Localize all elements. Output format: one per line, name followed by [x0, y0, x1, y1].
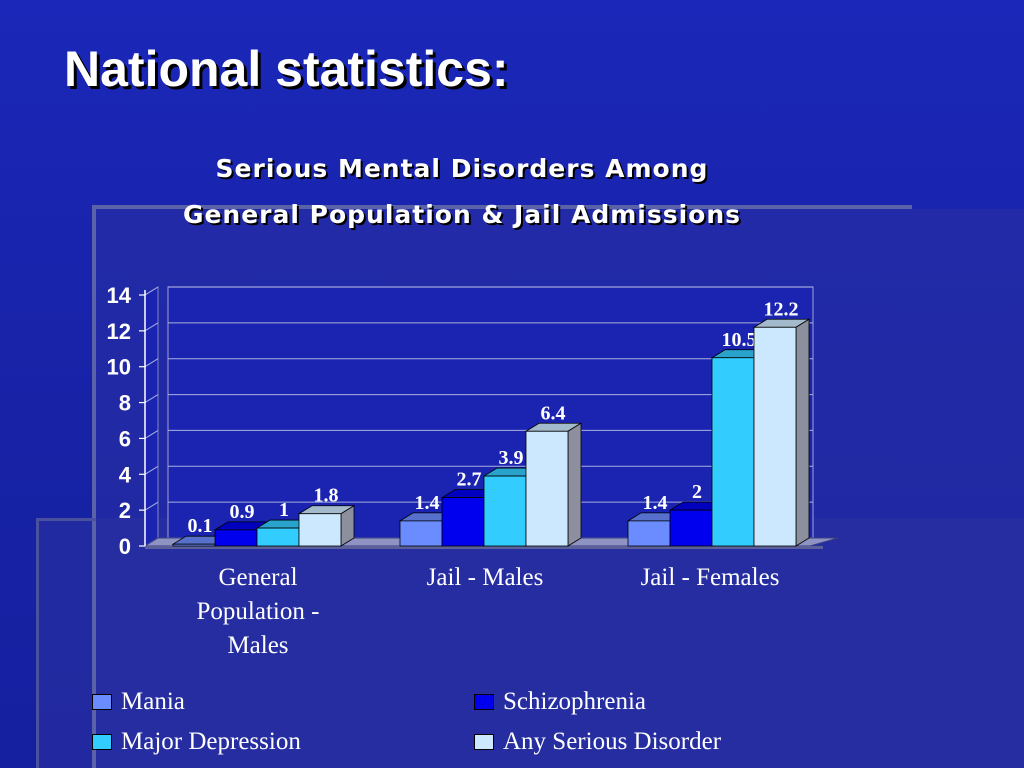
data-label: 0.9 [230, 501, 255, 523]
data-label: 1.8 [314, 485, 339, 507]
bar-major-depression [256, 527, 300, 547]
x-tick-label: Jail - Females [641, 564, 780, 591]
decorative-rule-vertical-lower [36, 518, 39, 768]
data-label: 1.4 [415, 492, 440, 514]
data-label: 3.9 [499, 447, 524, 469]
data-label: 0.1 [188, 515, 213, 537]
y-tick-label: 10 [107, 355, 131, 380]
bar-any-serious-disorder [298, 513, 342, 547]
bar-mania [399, 520, 443, 547]
gridline-side [144, 501, 159, 511]
y-tick-label: 4 [119, 462, 132, 487]
legend-item-major-depression: Major Depression [92, 728, 301, 756]
legend-label-mania: Mania [121, 688, 185, 715]
gridline-side [144, 430, 159, 439]
bar-mania [172, 543, 216, 547]
bar-side-face [567, 422, 582, 547]
x-tick-label: Jail - Males [427, 564, 544, 591]
data-label: 2 [692, 481, 702, 503]
data-label: 2.7 [457, 469, 482, 491]
bar-major-depression [483, 475, 527, 547]
bar-schizophrenia [214, 529, 258, 547]
y-tick-label: 6 [119, 426, 131, 451]
chart-title-line-2: General Population & Jail Admissions [182, 200, 742, 229]
bar-any-serious-disorder [753, 326, 797, 547]
decorative-rule-vertical [92, 205, 96, 768]
data-label: 1 [279, 499, 289, 521]
gridline-side [144, 394, 159, 403]
data-label: 1.4 [643, 492, 668, 514]
legend-swatch-schizophrenia [474, 694, 494, 710]
chart-floor-edge [145, 546, 823, 549]
bar-schizophrenia [441, 497, 485, 547]
data-label: 12.2 [764, 298, 799, 320]
bar-any-serious-disorder [525, 430, 569, 547]
legend-item-mania: Mania [92, 688, 185, 716]
bar-side-face [795, 318, 810, 547]
x-tick-label: Males [227, 632, 288, 659]
y-tick-label: 14 [107, 283, 132, 308]
page-title: National statistics: [64, 41, 509, 97]
bar-mania [627, 520, 671, 547]
x-tick-label: General [218, 564, 297, 591]
gridline-side [144, 322, 159, 332]
y-tick-label: 8 [119, 391, 131, 416]
chart-side-wall [144, 286, 159, 547]
y-tick-label: 2 [119, 498, 131, 523]
chart-title: Serious Mental Disorders Among General P… [20, 146, 904, 238]
data-label: 6.4 [541, 402, 566, 424]
legend-swatch-major-depression [92, 734, 112, 750]
decorative-rule-horizontal [92, 205, 912, 209]
legend-item-any-serious-disorder: Any Serious Disorder [474, 728, 721, 756]
background-panel-lower [36, 518, 1024, 768]
y-tick-label: 12 [107, 319, 131, 344]
gridline-side [144, 286, 159, 296]
legend-swatch-mania [92, 694, 112, 710]
data-label: 10.5 [722, 329, 757, 351]
legend-swatch-any-serious-disorder [474, 734, 494, 750]
chart-title-line-1: Serious Mental Disorders Among [215, 154, 709, 183]
legend-label-major-depression: Major Depression [121, 728, 301, 755]
gridline-side [144, 358, 159, 368]
gridline-side [144, 465, 159, 475]
bar-major-depression [711, 357, 755, 547]
bar-schizophrenia [669, 509, 713, 547]
x-tick-label: Population - [197, 598, 320, 625]
legend-label-any-serious-disorder: Any Serious Disorder [503, 728, 722, 755]
y-tick-label: 0 [119, 534, 131, 559]
legend-item-schizophrenia: Schizophrenia [474, 688, 646, 716]
decorative-rule-horizontal-lower [36, 518, 96, 521]
legend-label-schizophrenia: Schizophrenia [503, 688, 647, 715]
